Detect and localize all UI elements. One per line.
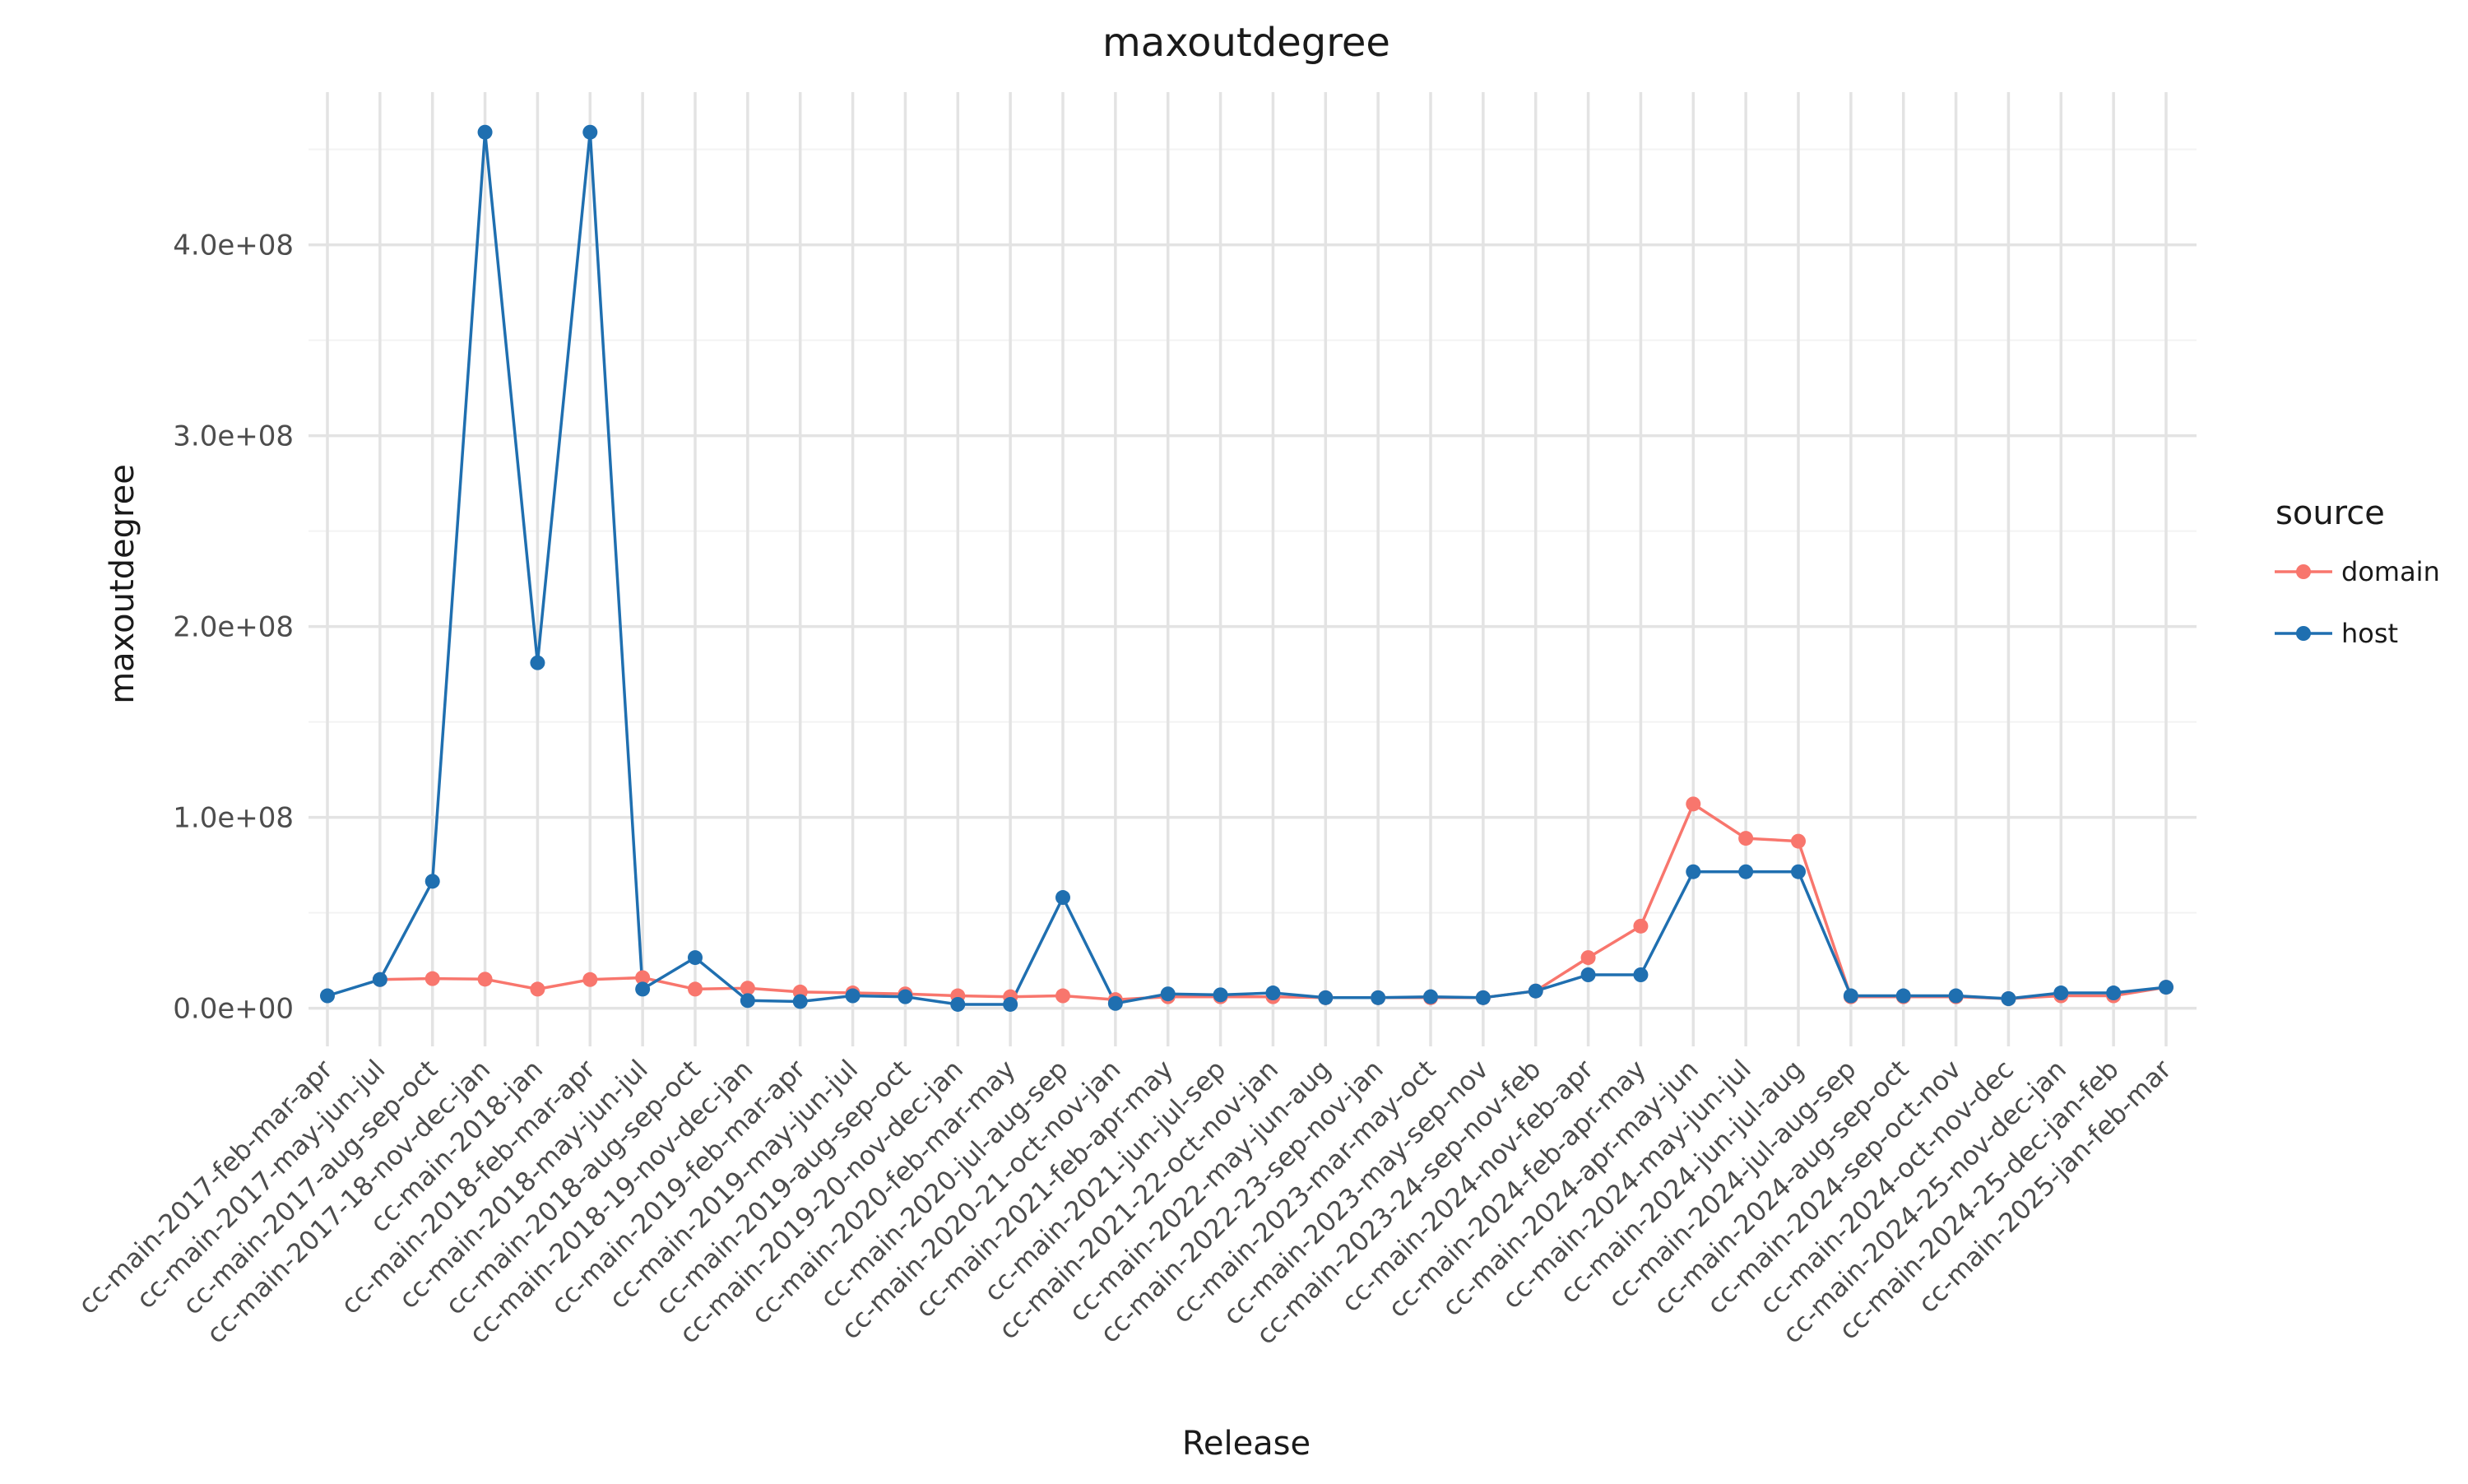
data-point-host <box>320 988 335 1004</box>
data-point-host <box>845 988 861 1004</box>
data-point-host <box>530 655 545 670</box>
data-point-host <box>1318 990 1334 1005</box>
data-point-host <box>1738 864 1754 879</box>
y-tick-label: 3.0e+08 <box>173 420 294 453</box>
data-point-host <box>688 950 703 966</box>
data-points <box>320 124 2173 1012</box>
data-point-host <box>1055 890 1070 906</box>
legend-label-host: host <box>2341 618 2398 649</box>
y-tick-label: 4.0e+08 <box>173 230 294 262</box>
y-axis-label: maxoutdegree <box>104 464 141 704</box>
data-point-host <box>1475 990 1491 1005</box>
data-point-domain <box>635 970 651 985</box>
data-point-host <box>898 989 913 1004</box>
data-point-host <box>372 972 387 987</box>
data-point-host <box>1580 967 1596 982</box>
data-point-host <box>477 124 493 140</box>
data-point-host <box>1371 990 1386 1005</box>
data-point-host <box>1107 995 1123 1011</box>
data-point-domain <box>688 981 703 997</box>
series-line-host <box>327 130 2167 1006</box>
data-point-domain <box>1633 918 1649 934</box>
data-point-host <box>1213 987 1228 1003</box>
series-lines <box>327 130 2167 1006</box>
data-point-domain <box>1738 831 1754 846</box>
data-point-host <box>1791 864 1806 879</box>
data-point-host <box>635 981 651 997</box>
data-point-host <box>1160 986 1176 1002</box>
data-point-domain <box>740 981 755 996</box>
data-point-host <box>2106 985 2122 1001</box>
data-point-domain <box>530 981 545 997</box>
y-tick-label: 2.0e+08 <box>173 611 294 644</box>
data-point-host <box>1843 988 1858 1004</box>
y-axis-ticks: 0.0e+00 1.0e+08 2.0e+08 3.0e+08 4.0e+08 <box>173 230 294 1026</box>
legend-title: source <box>2275 494 2385 532</box>
data-point-domain <box>582 972 598 987</box>
data-point-host <box>1633 967 1649 982</box>
data-point-host <box>424 874 440 889</box>
data-point-host <box>1895 988 1911 1004</box>
data-point-host <box>2053 985 2069 1001</box>
data-point-host <box>1265 985 1281 1001</box>
chart-title: maxoutdegree <box>1102 20 1390 66</box>
y-tick-label: 1.0e+08 <box>173 802 294 835</box>
x-axis-ticks: cc-main-2017-feb-mar-aprcc-main-2017-may… <box>72 1053 2178 1351</box>
data-point-domain <box>1580 950 1596 966</box>
data-point-host <box>792 994 808 1009</box>
data-point-host <box>582 124 598 140</box>
data-point-host <box>1686 864 1701 879</box>
data-point-host <box>2159 980 2173 995</box>
legend: source domain host <box>2275 494 2440 649</box>
data-point-domain <box>424 971 440 986</box>
y-tick-label: 0.0e+00 <box>173 993 294 1026</box>
legend-items: domain host <box>2275 556 2440 649</box>
x-axis-label: Release <box>1182 1425 1311 1463</box>
data-point-host <box>950 996 966 1012</box>
data-point-host <box>740 993 755 1009</box>
legend-label-domain: domain <box>2341 556 2440 587</box>
data-point-host <box>1423 989 1438 1004</box>
data-point-host <box>2001 991 2016 1006</box>
data-point-domain <box>1055 988 1070 1004</box>
grid-lines <box>308 92 2197 1046</box>
data-point-host <box>1948 988 1964 1004</box>
data-point-host <box>1528 983 1543 999</box>
data-point-domain <box>1686 796 1701 812</box>
legend-key-dot-host <box>2296 626 2311 641</box>
legend-key-dot-domain <box>2296 564 2311 579</box>
data-point-domain <box>1791 833 1806 849</box>
data-point-domain <box>477 972 493 987</box>
data-point-host <box>1003 996 1018 1012</box>
